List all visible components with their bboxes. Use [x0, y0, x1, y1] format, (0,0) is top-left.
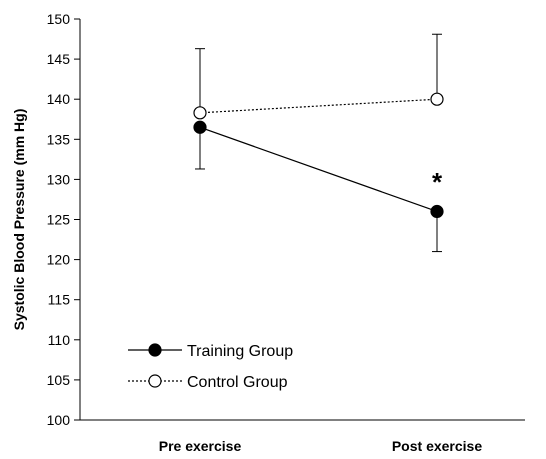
annotation-layer: *: [432, 167, 443, 197]
legend-label: Training Group: [187, 343, 293, 360]
y-tick-label: 125: [47, 212, 71, 228]
series-line: [199, 98, 438, 114]
y-axis-title: Systolic Blood Pressure (mm Hg): [11, 109, 27, 331]
y-tick-label: 145: [47, 51, 71, 67]
y-tick-label: 150: [47, 11, 71, 27]
x-tick-label: Pre exercise: [159, 438, 242, 454]
y-tick-label: 140: [47, 91, 71, 107]
data-point: [193, 106, 207, 120]
data-point: [193, 120, 207, 134]
data-point: [430, 92, 444, 106]
series-layer: [193, 33, 444, 253]
y-tick-label: 120: [47, 252, 71, 268]
significance-asterisk: *: [432, 167, 443, 197]
y-tick-label: 115: [48, 292, 71, 308]
series-control-group: [193, 33, 444, 120]
y-tick-label: 100: [47, 412, 71, 428]
legend-label: Control Group: [187, 374, 288, 391]
data-point: [430, 204, 444, 219]
y-tick-label: 130: [47, 171, 71, 187]
legend-marker: [148, 374, 162, 388]
legend-marker: [148, 343, 162, 357]
y-tick-label: 135: [47, 131, 71, 147]
legend: Training Group Control Group: [128, 343, 293, 391]
x-tick-label: Post exercise: [392, 438, 482, 454]
y-tick-label: 110: [48, 332, 71, 348]
x-axis: Pre exercise Post exercise: [80, 419, 525, 454]
y-axis: 100 105 110 115 120 125 130 135 140 145 150: [47, 11, 81, 428]
y-tick-label: 105: [47, 372, 71, 388]
series-training-group: [193, 120, 444, 253]
series-line: [199, 126, 438, 213]
